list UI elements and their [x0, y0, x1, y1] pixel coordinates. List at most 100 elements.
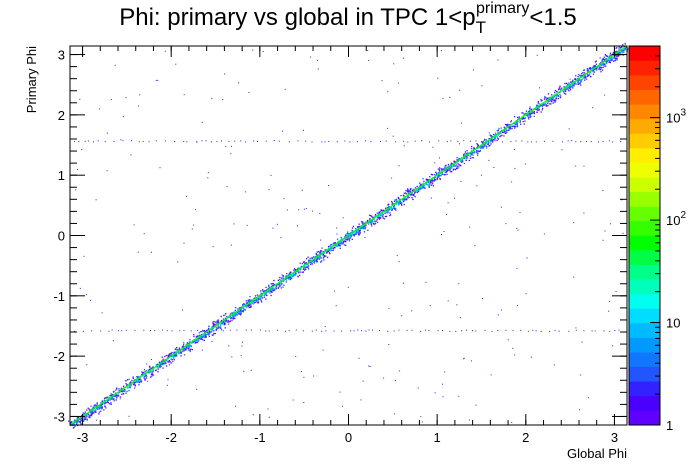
- diagonal-point: [544, 96, 546, 98]
- diagonal-point: [250, 299, 252, 301]
- diagonal-point: [293, 269, 295, 271]
- diagonal-point: [134, 379, 136, 381]
- diagonal-point: [397, 203, 399, 205]
- diagonal-point: [193, 334, 195, 336]
- diagonal-point: [428, 178, 431, 181]
- band-point: [183, 329, 185, 331]
- diagonal-point: [234, 314, 236, 316]
- diagonal-point: [422, 185, 424, 187]
- diagonal-point: [272, 290, 274, 292]
- diagonal-point: [579, 82, 581, 84]
- diagonal-point: [564, 86, 566, 88]
- diagonal-point: [438, 169, 440, 171]
- diagonal-point: [339, 245, 342, 247]
- diagonal-point: [330, 243, 333, 246]
- diagonal-point: [106, 401, 109, 403]
- noise-point: [488, 132, 490, 134]
- noise-point: [525, 112, 527, 114]
- diagonal-point: [93, 406, 95, 409]
- diagonal-point: [92, 412, 95, 414]
- diagonal-point: [554, 100, 557, 102]
- diagonal-point: [213, 332, 215, 335]
- diagonal-point: [612, 52, 614, 54]
- noise-point: [368, 365, 370, 367]
- diagonal-point: [362, 223, 365, 225]
- diagonal-point: [249, 306, 251, 309]
- noise-point: [615, 291, 617, 292]
- diagonal-point: [375, 213, 377, 216]
- diagonal-point: [70, 422, 72, 424]
- noise-point: [305, 208, 307, 210]
- diagonal-point: [100, 408, 103, 410]
- diagonal-point: [492, 140, 494, 142]
- diagonal-point: [580, 81, 582, 83]
- diagonal-point: [104, 403, 106, 405]
- noise-point: [252, 49, 254, 51]
- diagonal-point: [433, 180, 435, 182]
- diagonal-point: [544, 103, 546, 105]
- diagonal-point: [363, 226, 365, 228]
- noise-point: [106, 170, 108, 172]
- band-point: [532, 329, 534, 331]
- band-point: [475, 140, 477, 142]
- diagonal-point: [469, 155, 471, 157]
- diagonal-point: [577, 81, 580, 83]
- diagonal-point: [567, 87, 570, 90]
- diagonal-point: [144, 375, 146, 378]
- diagonal-point: [346, 237, 348, 239]
- diagonal-point: [422, 187, 424, 189]
- diagonal-point: [223, 324, 225, 326]
- diagonal-point: [487, 143, 490, 146]
- diagonal-point: [450, 162, 452, 164]
- diagonal-point: [351, 227, 354, 229]
- diagonal-point: [592, 71, 594, 73]
- diagonal-point: [588, 74, 590, 77]
- diagonal-point: [556, 95, 558, 97]
- band-point: [349, 141, 351, 143]
- diagonal-point: [170, 362, 172, 364]
- diagonal-point: [400, 201, 402, 204]
- diagonal-point: [460, 160, 462, 163]
- diagonal-point: [189, 344, 191, 346]
- diagonal-point: [113, 398, 115, 400]
- diagonal-point: [84, 418, 86, 420]
- noise-point: [235, 405, 236, 407]
- diagonal-point: [262, 290, 264, 292]
- noise-point: [604, 94, 606, 96]
- diagonal-point: [254, 301, 256, 304]
- diagonal-point: [188, 341, 191, 343]
- diagonal-point: [612, 60, 615, 62]
- diagonal-point: [554, 91, 556, 94]
- noise-point: [317, 59, 318, 61]
- diagonal-point: [176, 347, 178, 349]
- diagonal-point: [398, 199, 401, 201]
- noise-point: [207, 172, 209, 174]
- diagonal-point: [235, 315, 237, 317]
- diagonal-point: [263, 293, 265, 295]
- noise-point: [461, 122, 462, 124]
- band-point: [356, 141, 358, 143]
- diagonal-point: [327, 256, 329, 259]
- diagonal-point: [293, 273, 295, 275]
- diagonal-point: [355, 231, 358, 233]
- band-point: [494, 140, 496, 142]
- band-point: [302, 330, 304, 332]
- band-point: [333, 330, 335, 332]
- noise-point: [262, 51, 264, 52]
- diagonal-point: [220, 315, 222, 318]
- diagonal-point: [463, 162, 465, 165]
- diagonal-point: [436, 177, 439, 179]
- band-point: [594, 330, 596, 332]
- diagonal-point: [280, 277, 283, 279]
- band-point: [143, 329, 145, 331]
- noise-point: [459, 317, 461, 319]
- diagonal-point: [273, 284, 275, 286]
- diagonal-point: [458, 164, 460, 166]
- diagonal-point: [174, 354, 176, 357]
- diagonal-point: [403, 203, 405, 206]
- diagonal-point: [168, 361, 170, 363]
- diagonal-point: [81, 419, 83, 422]
- diagonal-point: [424, 185, 426, 187]
- diagonal-point: [430, 181, 432, 183]
- diagonal-point: [273, 290, 275, 292]
